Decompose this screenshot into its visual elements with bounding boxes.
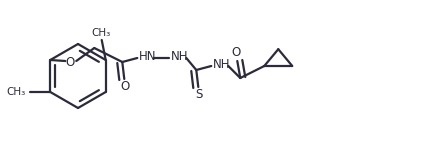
Text: CH₃: CH₃ xyxy=(91,28,110,38)
Text: NH: NH xyxy=(170,50,188,64)
Text: S: S xyxy=(196,88,203,102)
Text: O: O xyxy=(66,55,75,69)
Text: HN: HN xyxy=(139,50,156,64)
Text: NH: NH xyxy=(212,59,230,71)
Text: O: O xyxy=(121,81,130,93)
Text: O: O xyxy=(232,45,241,59)
Text: CH₃: CH₃ xyxy=(7,87,26,97)
